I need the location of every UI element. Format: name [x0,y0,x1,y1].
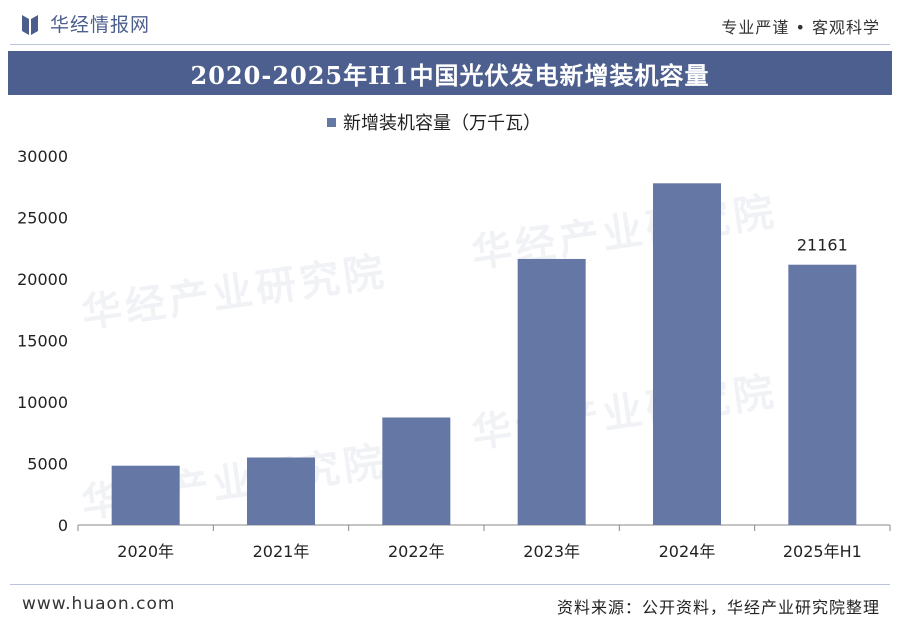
bar [653,183,721,525]
header-bar: 华经情报网 专业严谨 • 客观科学 [0,0,900,44]
footer: www.huaon.com 资料来源：公开资料，华经产业研究院整理 [0,586,900,626]
y-tick-label: 25000 [17,209,68,228]
brand-name: 华经情报网 [50,14,151,36]
x-tick-label: 2020年 [117,542,174,561]
x-tick-label: 2025年H1 [783,542,862,561]
bar-chart: 新增装机容量（万千瓦） 0 5000 10000 15000 20000 25000 3000… [17,113,891,561]
divider [10,44,890,45]
bar [382,417,451,525]
slogan: 专业严谨 • 客观科学 [721,18,880,37]
x-tick-label: 2021年 [253,542,310,561]
legend-swatch [327,118,336,127]
brand-logo-icon [22,14,38,35]
bar [111,465,180,525]
x-tick-label: 2024年 [659,542,716,561]
x-tick-label: 2023年 [523,542,580,561]
legend-label: 新增装机容量（万千瓦） [343,113,541,134]
y-tick-label: 10000 [17,393,68,412]
y-tick-label: 0 [58,516,68,535]
y-tick-label: 5000 [27,455,68,474]
bar [788,264,857,525]
y-tick-label: 20000 [17,270,68,289]
data-label: 21161 [797,236,848,255]
y-tick-label: 30000 [17,147,68,166]
y-tick-label: 15000 [17,332,68,351]
source-note: 资料来源：公开资料，华经产业研究院整理 [556,598,880,617]
bar [247,457,315,525]
website-url[interactable]: www.huaon.com [22,594,176,614]
divider [10,584,890,585]
brand: 华经情报网 [22,10,150,37]
chart-title-band: 2020-2025年H1中国光伏发电新增装机容量 [8,51,892,95]
chart-title: 2020-2025年H1中国光伏发电新增装机容量 [190,60,710,90]
bar [517,258,586,525]
x-tick-label: 2022年 [388,542,445,561]
